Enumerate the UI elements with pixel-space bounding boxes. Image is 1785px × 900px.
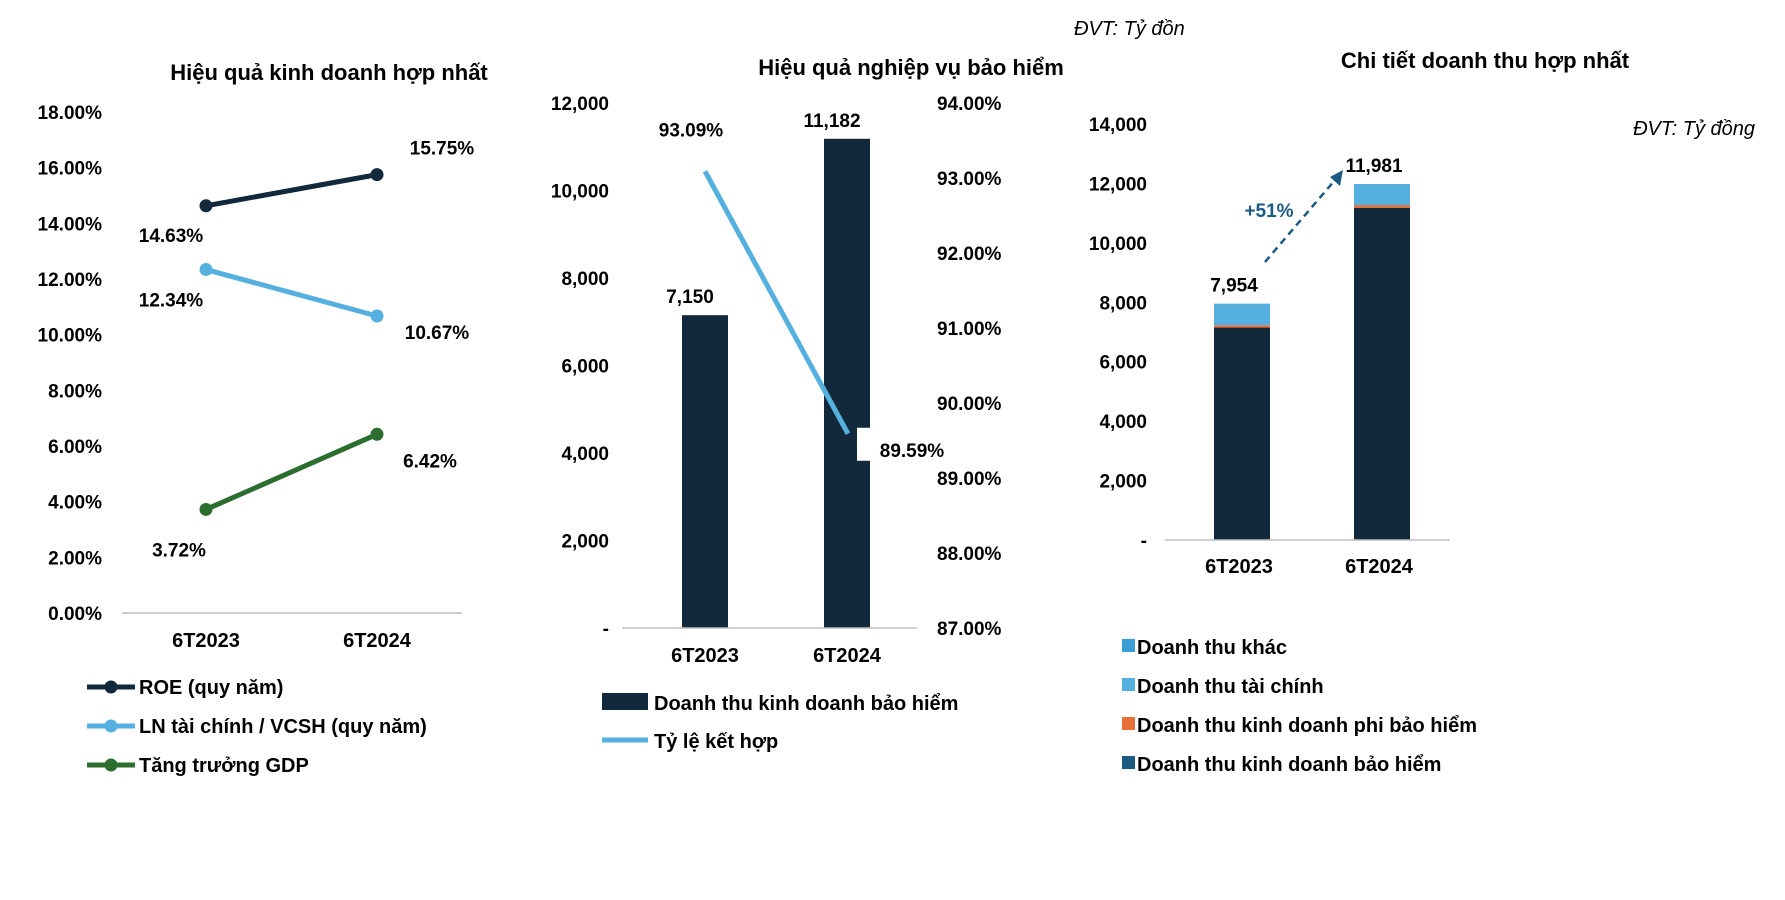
data-label: 10.67% — [405, 323, 470, 344]
chart3-title: Chi tiết doanh thu hợp nhất — [1341, 48, 1630, 73]
x-category-label: 6T2024 — [1345, 556, 1414, 578]
y-tick-label: 8.00% — [48, 381, 102, 402]
data-point — [370, 168, 384, 182]
legend-label: Tỷ lệ kết hợp — [654, 731, 778, 753]
x-category-label: 6T2023 — [1205, 556, 1273, 578]
total-value-label: 7,954 — [1210, 276, 1258, 297]
line-value-label: 93.09% — [659, 120, 724, 141]
legend-label: LN tài chính / VCSH (quy năm) — [139, 716, 427, 738]
y-tick-label: 10,000 — [551, 182, 609, 203]
label-background — [857, 427, 952, 461]
y-tick-label: 14,000 — [1089, 115, 1147, 136]
chart2-title: Hiệu quả nghiệp vụ bảo hiểm — [758, 55, 1064, 80]
stacked-bar-segment — [1214, 303, 1270, 326]
stacked-bar-segment — [1214, 325, 1270, 328]
stacked-bar-segment — [1354, 183, 1410, 206]
data-label: 15.75% — [410, 139, 475, 160]
y-tick-label: 4,000 — [561, 444, 609, 465]
line-value-label: 89.59% — [880, 441, 945, 462]
legend-label: ROE (quy năm) — [139, 677, 283, 699]
y2-tick-label: 90.00% — [937, 394, 1002, 415]
series-line — [205, 172, 378, 209]
x-category-label: 6T2023 — [172, 630, 240, 652]
total-value-label: 11,981 — [1345, 156, 1402, 177]
chart3-unit-label: ĐVT: Tỷ đồng — [1633, 118, 1755, 140]
legend-swatch — [1122, 678, 1135, 691]
y-tick-label: 8,000 — [1099, 293, 1147, 314]
legend-marker — [104, 719, 118, 733]
stacked-bar-segment — [1354, 205, 1410, 208]
y-tick-label: 2,000 — [561, 532, 609, 553]
legend-swatch — [1122, 756, 1135, 769]
chart2-unit-label: ĐVT: Tỷ đồn — [1074, 18, 1185, 40]
chart1-title: Hiệu quả kinh doanh hợp nhất — [170, 60, 488, 85]
growth-annotation: +51% — [1244, 201, 1293, 222]
data-point — [370, 309, 384, 323]
data-point — [199, 263, 213, 277]
legend-marker — [104, 680, 118, 694]
series-line — [204, 432, 379, 512]
data-point — [199, 199, 213, 213]
y-tick-label: 4.00% — [48, 493, 102, 514]
bar — [682, 315, 728, 628]
stacked-bar-segment — [1354, 207, 1410, 540]
y2-tick-label: 89.00% — [937, 469, 1002, 490]
series-line — [205, 267, 378, 319]
bar-value-label: 7,150 — [666, 287, 714, 308]
y2-tick-label: 92.00% — [937, 244, 1002, 265]
y-tick-label: 12,000 — [551, 94, 609, 115]
y2-tick-label: 93.00% — [937, 169, 1002, 190]
data-label: 14.63% — [139, 226, 204, 247]
bar-value-label: 11,182 — [803, 111, 860, 132]
chart2-plot: - 2,000 4,000 6,000 8,000 10,000 12,000 87.00% 8… — [551, 94, 1002, 753]
y-tick-label: 6,000 — [561, 357, 609, 378]
chart3-plot: - 2,000 4,000 6,000 8,000 10,000 12,000 14,000 7… — [1089, 115, 1477, 776]
x-category-label: 6T2023 — [671, 645, 739, 667]
y-tick-label: 0.00% — [48, 604, 102, 625]
y-tick-label: 12.00% — [38, 270, 103, 291]
y2-tick-label: 91.00% — [937, 319, 1002, 340]
y2-tick-label: 88.00% — [937, 544, 1002, 565]
y-tick-label: 12,000 — [1089, 174, 1147, 195]
legend-label: Doanh thu tài chính — [1137, 676, 1324, 698]
y-tick-label: 6.00% — [48, 437, 102, 458]
legend-swatch — [1122, 639, 1135, 652]
growth-arrowhead — [1330, 170, 1343, 186]
y-tick-label: 10,000 — [1089, 234, 1147, 255]
y-tick-label: 10.00% — [38, 326, 103, 347]
bar — [824, 138, 870, 628]
data-point — [370, 427, 384, 441]
legend-label: Doanh thu kinh doanh bảo hiểm — [654, 693, 958, 715]
legend-label: Doanh thu khác — [1137, 637, 1287, 659]
combined-ratio-line — [702, 170, 851, 435]
y-tick-label: 8,000 — [561, 269, 609, 290]
y-tick-label: 4,000 — [1099, 412, 1147, 433]
legend-label: Doanh thu kinh doanh bảo hiểm — [1137, 754, 1441, 776]
y-tick-label: 2.00% — [48, 548, 102, 569]
x-category-label: 6T2024 — [343, 630, 412, 652]
legend-label: Tăng trưởng GDP — [139, 755, 309, 777]
stacked-bar-segment — [1214, 327, 1270, 540]
data-label: 6.42% — [403, 451, 457, 472]
y-tick-label: 14.00% — [38, 214, 103, 235]
x-category-label: 6T2024 — [813, 645, 882, 667]
data-label: 3.72% — [152, 540, 206, 561]
y-tick-label: - — [1141, 531, 1147, 552]
y-tick-label: 16.00% — [38, 159, 103, 180]
legend-marker — [104, 758, 118, 772]
y2-tick-label: 94.00% — [937, 94, 1002, 115]
legend-swatch — [602, 693, 648, 710]
data-point — [199, 502, 213, 516]
y-tick-label: 6,000 — [1099, 353, 1147, 374]
y-tick-label: 18.00% — [38, 103, 103, 124]
legend-swatch — [1122, 717, 1135, 730]
y-tick-label: - — [603, 619, 609, 640]
y-tick-label: 2,000 — [1099, 472, 1147, 493]
legend-label: Doanh thu kinh doanh phi bảo hiểm — [1137, 715, 1477, 737]
y2-tick-label: 87.00% — [937, 619, 1002, 640]
chart1-plot: 0.00% 2.00% 4.00% 6.00% 8.00% 10.00% 12.00% 14.… — [38, 103, 475, 777]
growth-arrow — [1264, 179, 1336, 263]
data-label: 12.34% — [139, 291, 204, 312]
